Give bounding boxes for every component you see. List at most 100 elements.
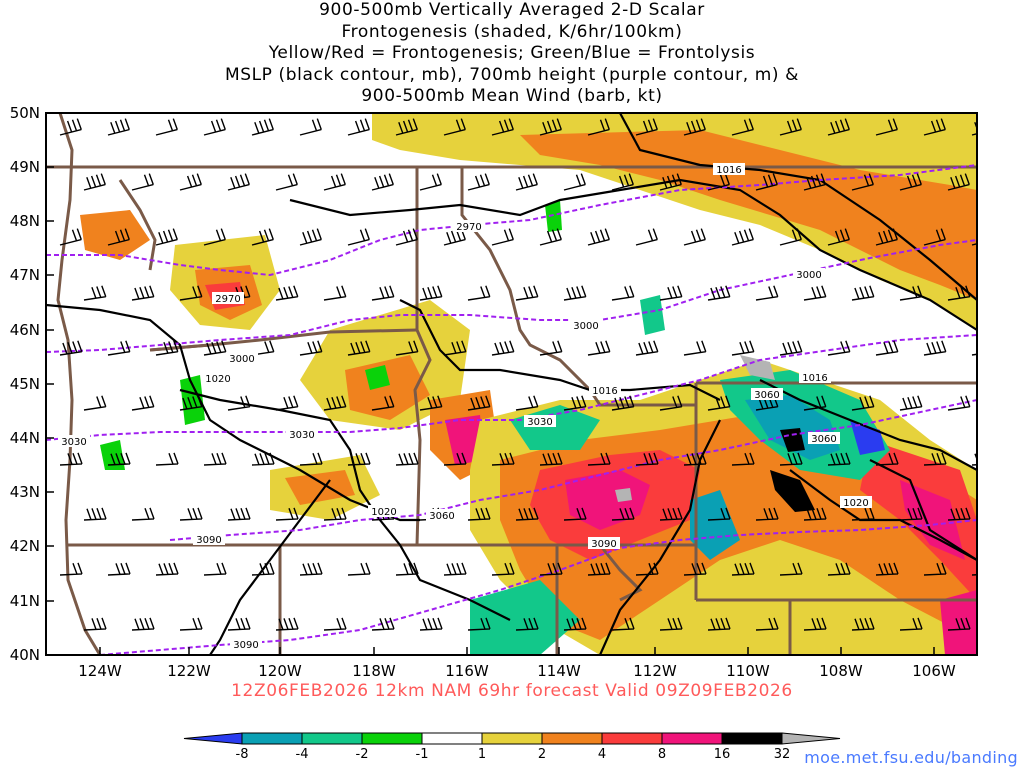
colorbar-cell bbox=[301, 732, 363, 745]
wind-barb bbox=[899, 617, 923, 631]
height-label: 3030 bbox=[524, 415, 556, 428]
wind-barb bbox=[59, 340, 83, 356]
mslp-contour-wy bbox=[759, 379, 977, 471]
wind-barb bbox=[251, 452, 275, 466]
wind-barb bbox=[827, 340, 851, 356]
fronto-se-red bbox=[940, 590, 977, 655]
mslp-contour-idaho bbox=[399, 299, 721, 401]
title-line-1: 900-500mb Vertically Averaged 2-D Scalar bbox=[319, 0, 705, 20]
wind-barb bbox=[347, 228, 370, 246]
wind-barb bbox=[515, 395, 539, 411]
wind-barb bbox=[203, 340, 227, 356]
wind-barb bbox=[179, 173, 202, 191]
height-label: 3090 bbox=[588, 537, 620, 550]
lat-label: 43N bbox=[10, 483, 40, 501]
wind-barb bbox=[299, 118, 322, 136]
wind-barb bbox=[227, 395, 251, 411]
wind-barb bbox=[659, 507, 683, 521]
wind-barb bbox=[707, 173, 730, 191]
frontolysis-sw bbox=[470, 580, 580, 655]
id-mt-border bbox=[460, 167, 696, 407]
wind-barb bbox=[731, 340, 755, 356]
frontolysis-patch-4 bbox=[545, 200, 562, 232]
wind-barb bbox=[467, 617, 491, 631]
colorbar-label: 2 bbox=[538, 747, 546, 762]
svg-text:3030: 3030 bbox=[289, 430, 314, 441]
longitude-axis: 124W 122W 120W 118W 116W 114W 112W 110W … bbox=[78, 647, 956, 680]
fronto-max-2 bbox=[770, 470, 815, 512]
svg-text:3060: 3060 bbox=[429, 511, 454, 522]
wind-barb bbox=[491, 228, 514, 246]
wind-barb bbox=[875, 562, 899, 576]
lat-label: 47N bbox=[10, 266, 40, 284]
mslp-label: 1016 bbox=[589, 384, 621, 397]
wind-barb bbox=[395, 452, 419, 466]
wind-barb bbox=[659, 617, 683, 631]
wind-barb bbox=[131, 617, 155, 631]
mslp-label: 1016 bbox=[713, 163, 745, 176]
colorbar-cell bbox=[183, 732, 243, 745]
wind-barb bbox=[515, 617, 539, 631]
wind-barb bbox=[851, 395, 875, 411]
wind-barb bbox=[59, 228, 82, 246]
wind-barb bbox=[923, 228, 946, 246]
wind-barb bbox=[707, 285, 731, 301]
wind-barb bbox=[251, 562, 275, 576]
wind-barb bbox=[875, 340, 899, 356]
wind-barb bbox=[851, 173, 874, 191]
wind-barb bbox=[59, 562, 83, 576]
wind-barb bbox=[779, 340, 803, 356]
political-boundaries bbox=[46, 113, 977, 655]
wind-barb bbox=[107, 340, 131, 356]
wind-barb bbox=[203, 118, 226, 136]
lon-label: 108W bbox=[819, 662, 863, 680]
svg-text:1016: 1016 bbox=[802, 373, 827, 384]
wind-barb bbox=[443, 340, 467, 356]
colorbar-label: -4 bbox=[296, 747, 309, 762]
wind-barb bbox=[491, 562, 515, 576]
wind-barb bbox=[635, 228, 658, 246]
wind-barb bbox=[107, 228, 130, 246]
svg-text:3090: 3090 bbox=[591, 539, 616, 550]
lat-label: 44N bbox=[10, 429, 40, 447]
wind-barb bbox=[299, 340, 323, 356]
wind-barb bbox=[779, 452, 803, 466]
fronto-east-pink bbox=[900, 480, 965, 560]
wind-barb bbox=[611, 285, 635, 301]
wind-barb bbox=[83, 285, 107, 301]
wind-barb bbox=[299, 562, 323, 576]
wind-barb bbox=[635, 452, 659, 466]
wind-barb bbox=[347, 562, 371, 576]
wind-barb bbox=[731, 562, 755, 576]
wind-barb bbox=[827, 118, 850, 136]
wind-barb bbox=[947, 173, 970, 191]
frontolysis-patch-1 bbox=[180, 375, 205, 425]
wind-barb bbox=[467, 395, 491, 411]
wind-barb bbox=[683, 118, 706, 136]
wind-barb bbox=[947, 617, 971, 631]
fronto-blob-nw1 bbox=[80, 210, 150, 260]
wind-barb bbox=[563, 617, 587, 631]
wind-barb bbox=[899, 507, 923, 521]
height-label: 3060 bbox=[808, 432, 840, 445]
source-credit: moe.met.fsu.edu/banding bbox=[804, 748, 1018, 767]
wind-barb bbox=[923, 340, 947, 356]
lon-label: 124W bbox=[78, 662, 122, 680]
frontolysis-utah bbox=[690, 490, 740, 560]
wind-barb bbox=[347, 452, 371, 466]
wind-barb bbox=[275, 507, 299, 521]
mslp-contour-south bbox=[598, 419, 721, 655]
mslp-contour-sw bbox=[209, 479, 331, 655]
wind-barb bbox=[155, 562, 179, 576]
colorbar-cell bbox=[481, 732, 543, 745]
wind-barb bbox=[731, 228, 754, 246]
colorbar-cell bbox=[421, 732, 483, 745]
colorbar-cell bbox=[541, 732, 603, 745]
wind-barb bbox=[923, 118, 946, 136]
wind-barb bbox=[779, 228, 802, 246]
lat-label: 45N bbox=[10, 375, 40, 393]
wind-barb bbox=[779, 118, 802, 136]
wind-barb bbox=[563, 395, 587, 411]
wind-barb bbox=[155, 452, 179, 466]
svg-text:3090: 3090 bbox=[196, 535, 221, 546]
